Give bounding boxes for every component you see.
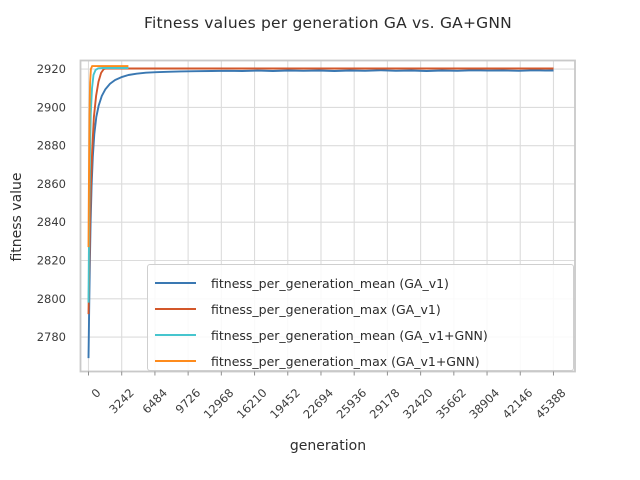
legend-label: fitness_per_generation_mean (GA_v1+GNN): [211, 327, 488, 343]
x-tick-label: 29178: [367, 386, 403, 422]
chart-title: Fitness values per generation GA vs. GA+…: [144, 14, 512, 32]
x-tick-label: 9726: [173, 386, 204, 417]
y-tick-label: 2920: [37, 62, 66, 76]
x-axis-label: generation: [289, 438, 367, 454]
legend-label: fitness_per_generation_max (GA_v1+GNN): [211, 353, 480, 369]
x-tick-label: 35662: [433, 386, 469, 422]
legend-item-max-ga-v1: fitness_per_generation_max (GA_v1): [148, 296, 573, 322]
x-tick-label: 12968: [201, 386, 237, 422]
y-tick-label: 2820: [37, 253, 66, 267]
x-tick-label: 16210: [234, 386, 270, 422]
y-axis-label: fitness value: [9, 172, 25, 262]
legend: fitness_per_generation_mean (GA_v1) fitn…: [147, 264, 574, 371]
x-tick-label: 25936: [334, 386, 370, 422]
x-tick-label: 22694: [300, 386, 336, 422]
legend-swatch: [155, 308, 196, 310]
y-tick-label: 2840: [37, 215, 66, 229]
x-tick-label: 32420: [400, 386, 436, 422]
x-tick-label: 19452: [267, 386, 303, 422]
y-tick-label: 2860: [37, 177, 66, 191]
legend-label: fitness_per_generation_mean (GA_v1): [211, 275, 449, 291]
x-tick-label: 6484: [139, 386, 170, 417]
legend-item-mean-ga-v1: fitness_per_generation_mean (GA_v1): [148, 270, 573, 296]
y-tick-label: 2900: [37, 100, 66, 114]
x-tick-label: 42146: [500, 386, 536, 422]
y-tick-label: 2880: [37, 139, 66, 153]
legend-item-mean-ga-v1-gnn: fitness_per_generation_mean (GA_v1+GNN): [148, 322, 573, 348]
y-tick-label: 2780: [37, 330, 66, 344]
axes-spine: [79, 59, 576, 373]
series-line: [87, 65, 129, 248]
legend-label: fitness_per_generation_max (GA_v1): [211, 301, 441, 317]
x-tick-label: 0: [89, 386, 104, 401]
x-tick-label: 3242: [106, 386, 137, 417]
legend-swatch: [155, 334, 196, 336]
legend-swatch: [155, 360, 196, 362]
series-line: [87, 69, 554, 359]
legend-item-max-ga-v1-gnn: fitness_per_generation_max (GA_v1+GNN): [148, 348, 573, 374]
x-tick-label: 38904: [466, 386, 502, 422]
x-tick-label: 45388: [533, 386, 569, 422]
legend-swatch: [155, 282, 196, 284]
y-tick-label: 2800: [37, 292, 66, 306]
